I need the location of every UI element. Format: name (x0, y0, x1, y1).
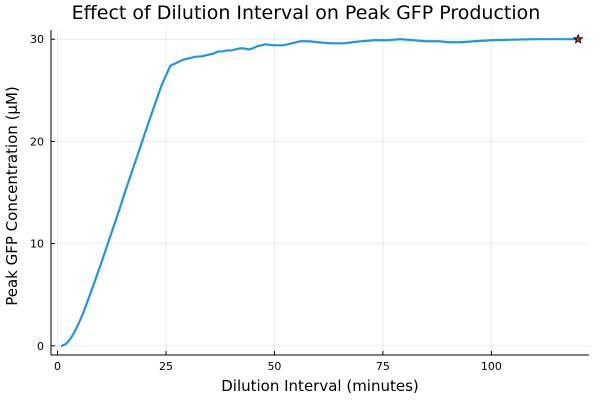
x-tick-label: 75 (376, 360, 390, 373)
star-marker (572, 33, 584, 44)
tick-labels: 0 25 50 75 100 0 10 20 30 (30, 33, 502, 373)
grid (51, 30, 589, 355)
x-tick-label: 0 (54, 360, 61, 373)
y-tick-label: 10 (30, 238, 44, 251)
x-axis-title: Dilution Interval (minutes) (221, 377, 419, 395)
y-tick-label: 20 (30, 135, 44, 148)
axes (50, 30, 589, 356)
y-axis-title: Peak GFP Concentration (μM) (3, 86, 21, 306)
data-series (60, 38, 580, 347)
marker-layer (572, 33, 584, 44)
chart-title: Effect of Dilution Interval on Peak GFP … (72, 2, 541, 24)
x-tick-label: 25 (159, 360, 173, 373)
x-tick-label: 100 (481, 360, 502, 373)
series-line (60, 38, 580, 347)
y-tick-label: 0 (37, 340, 44, 353)
y-tick-label: 30 (30, 33, 44, 46)
x-tick-label: 50 (267, 360, 281, 373)
